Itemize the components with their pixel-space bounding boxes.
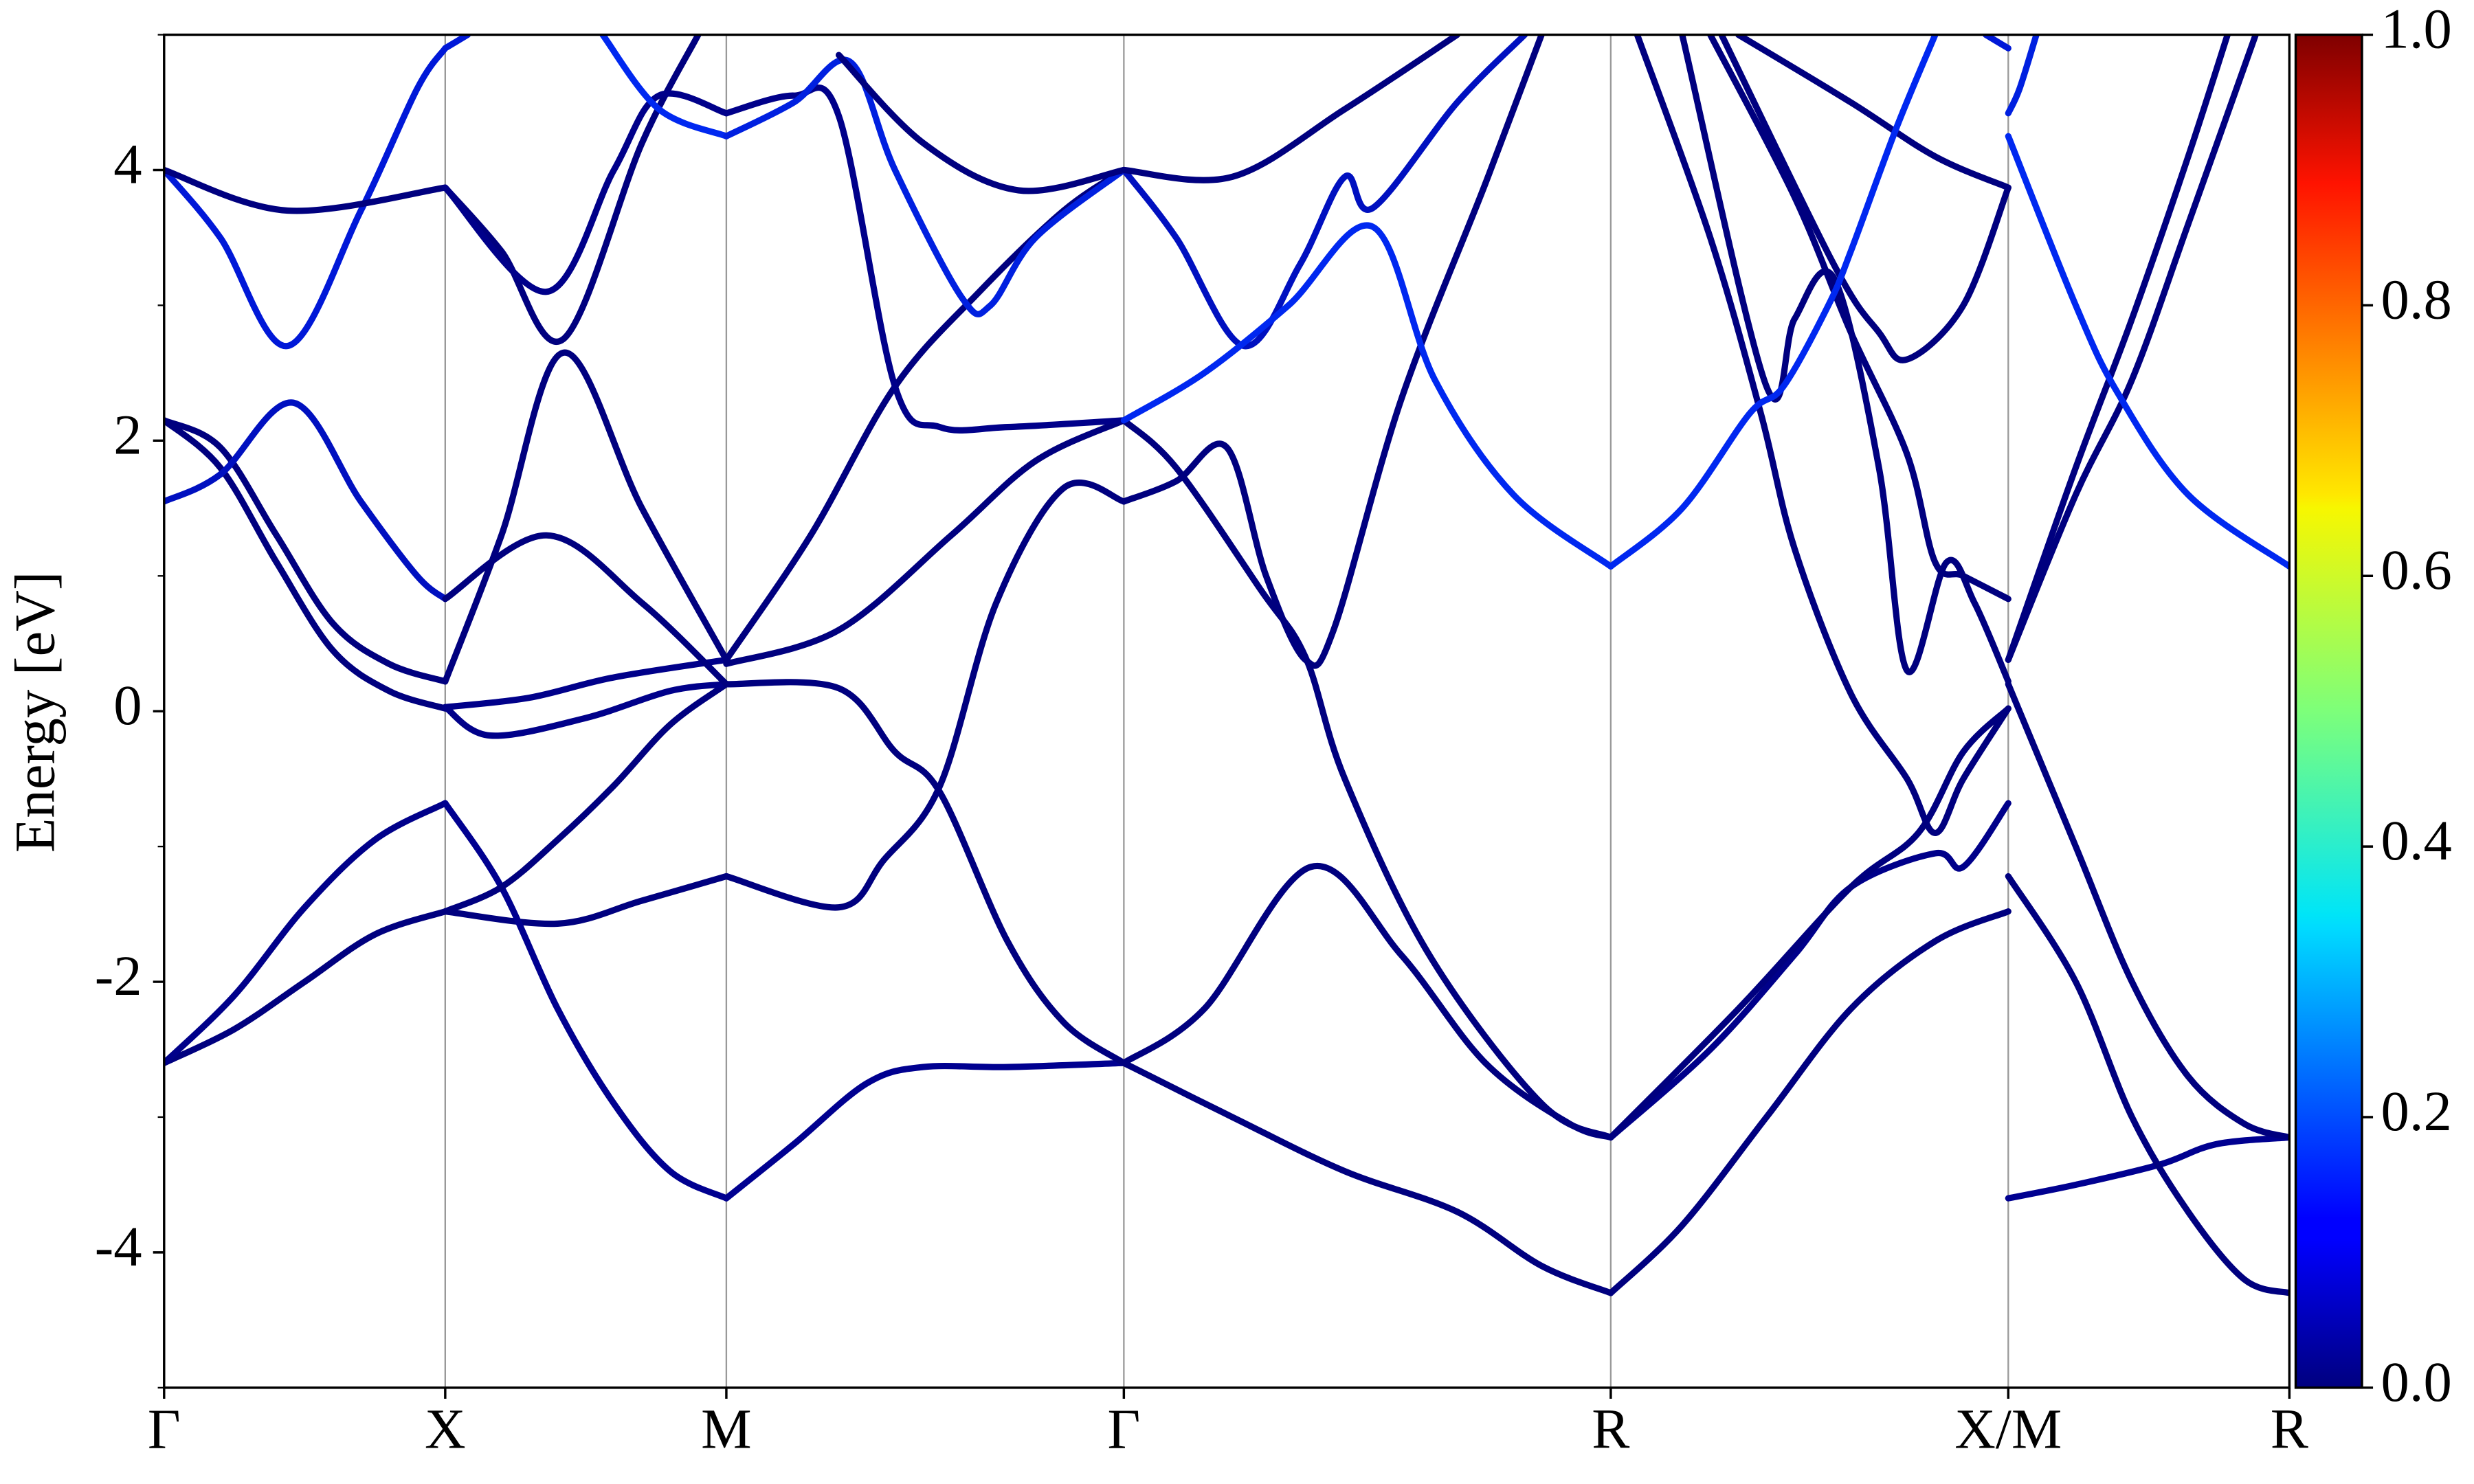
band-line [442,656,730,710]
x-tick-label: X/M [1954,1397,2062,1461]
band-line [164,800,449,1066]
band-line [723,84,1127,434]
colorbar-tick-label: 0.4 [2381,809,2452,872]
band-line [1735,34,2011,191]
band-line [1607,908,2011,1296]
band-line [1607,800,2011,1141]
y-tick-label: -2 [95,944,142,1007]
band-line [442,681,730,739]
band-line [723,480,1127,911]
band-line [442,873,730,928]
band-line [442,532,730,688]
band-line [599,34,730,139]
band-line [723,56,1127,317]
band-line [2005,873,2290,1296]
band-line [2005,133,2290,570]
band-line [2005,34,2231,663]
band-line [1707,34,2011,603]
y-tick-label: 2 [113,403,142,466]
band-line [723,417,1127,667]
plot-frame [163,33,2291,1389]
band-line [1679,34,2011,685]
x-tick-label: R [2271,1397,2309,1461]
band-line [442,34,702,345]
band-line [164,45,449,350]
band-line [1718,34,2011,363]
band-line [164,908,449,1066]
x-tick-label: Γ [148,1397,181,1461]
x-tick-label: M [701,1397,751,1461]
band-line [1120,34,1528,350]
band-line [1607,34,1939,570]
colorbar-tick-label: 1.0 [2381,0,2452,60]
band-line [2005,34,2040,117]
bands [164,34,2290,1296]
colorbar-tick-label: 0.0 [2381,1350,2452,1413]
x-tick-label: X [425,1397,466,1461]
band-line [1120,222,1614,570]
band-line [723,679,1127,1066]
band-line [164,417,449,685]
band-line [442,90,730,295]
colorbar-tick-label: 0.2 [2381,1079,2452,1143]
band-line [164,417,449,712]
band-line [1607,705,2011,1141]
band-line [2005,681,2290,1141]
band-line [723,1059,1127,1202]
band-line [442,681,730,915]
band-line [1982,34,2011,52]
band-line [164,399,449,603]
x-tick-label: R [1592,1397,1630,1461]
band-line [164,166,449,214]
band-line [1634,34,2011,837]
colorbar-tick-label: 0.6 [2381,538,2452,601]
band-line [2005,34,2259,663]
y-axis-label: Energy [eV] [3,572,67,853]
band-line [442,34,471,52]
band-line [1120,1059,1614,1296]
band-line [835,52,1127,194]
band-line [442,349,730,685]
y-tick-label: 0 [113,673,142,737]
band-line [1120,417,1614,1141]
band-line [723,166,1127,663]
y-tick-label: -4 [95,1215,142,1278]
colorbar-tick-label: 0.8 [2381,267,2452,330]
band-line [442,800,730,1202]
band-line [1120,34,1545,669]
x-tick-label: Γ [1107,1397,1140,1461]
y-tick-label: 4 [113,132,142,195]
band-line [1120,34,1461,183]
colorbar [2294,33,2363,1389]
